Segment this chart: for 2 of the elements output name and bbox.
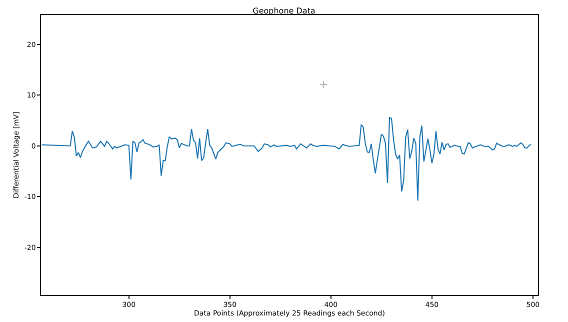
line-series bbox=[41, 116, 532, 202]
chart-title: Geophone Data bbox=[252, 6, 316, 16]
